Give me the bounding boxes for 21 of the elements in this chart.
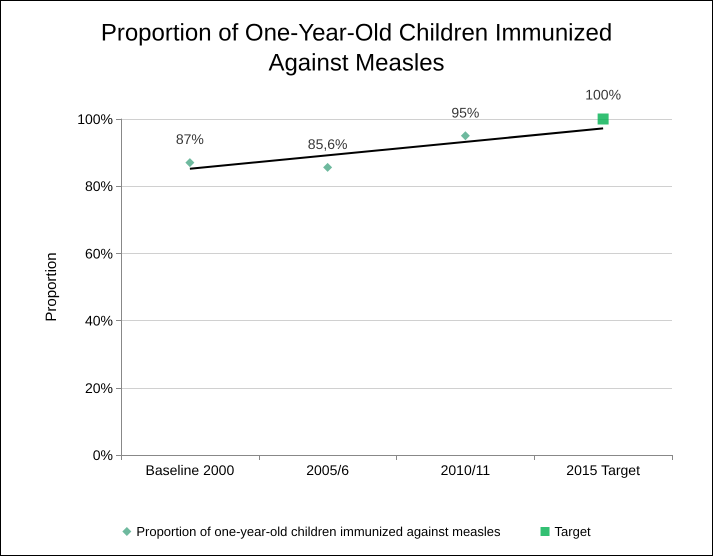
chart-title: Proportion of One-Year-Old Children Immunized Against Measles [100,20,612,76]
legend-label: Proportion of one-year-old children immunized against measles [136,524,502,539]
data-label: 100% [585,86,622,102]
y-tick-label: 20% [84,380,113,396]
y-tick-label: 40% [84,312,113,329]
data-label: 85,6% [308,136,348,152]
x-tick-label: 2015 Target [566,462,640,478]
data-label: 95% [451,104,480,120]
y-tick-label: 0% [92,447,113,463]
point [460,131,470,140]
data-label: 87% [176,131,204,148]
y-tick-label: 80% [84,178,113,194]
y-axis-title: Proportion [43,252,60,322]
x-tick-label: 2005/6 [306,462,350,478]
x-tick-label: 2010/11 [440,462,490,478]
y-tick-label: 100% [77,111,113,127]
point [185,158,194,168]
x-tick-label: Baseline 2000 [146,462,234,478]
legend-label: Target [554,524,592,539]
y-tick-label: 60% [84,245,113,262]
point [323,162,332,172]
